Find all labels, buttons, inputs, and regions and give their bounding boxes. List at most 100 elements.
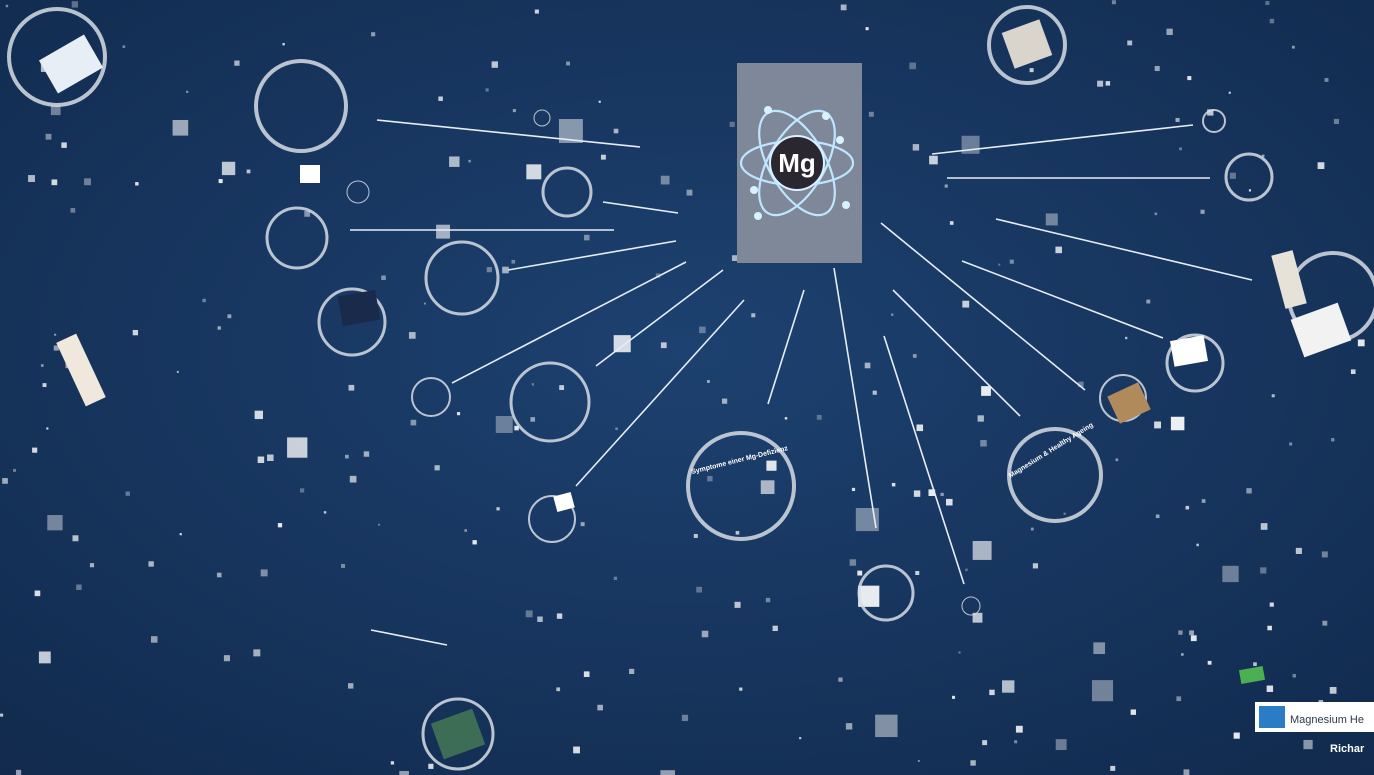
star (970, 760, 975, 765)
center-label: Mg (778, 148, 816, 178)
star (1176, 118, 1180, 122)
star (1146, 300, 1150, 304)
star (914, 490, 920, 496)
star (838, 678, 842, 682)
star (135, 182, 138, 185)
star (1127, 41, 1132, 46)
star (1116, 458, 1119, 461)
star (707, 380, 710, 383)
star (411, 420, 417, 426)
star (773, 626, 778, 631)
star (1270, 603, 1274, 607)
star (224, 655, 230, 661)
star (1202, 499, 1206, 503)
star (530, 417, 535, 422)
star (468, 160, 470, 162)
star (1179, 147, 1182, 150)
star (0, 714, 3, 717)
star (219, 179, 223, 183)
star (1184, 769, 1190, 775)
star (261, 569, 268, 576)
star (287, 437, 307, 457)
star (965, 569, 968, 572)
star (857, 571, 862, 576)
star (1155, 66, 1160, 71)
star (601, 155, 606, 160)
star (535, 10, 539, 14)
star (435, 465, 440, 470)
star (866, 27, 869, 30)
star (1176, 696, 1181, 701)
star (378, 524, 380, 526)
star (661, 176, 670, 185)
star (785, 417, 787, 419)
star (513, 109, 516, 112)
star (850, 559, 856, 565)
star (913, 144, 919, 150)
star (1181, 653, 1184, 656)
star (1351, 369, 1356, 374)
star (873, 391, 877, 395)
logo-text: Magnesium He (1290, 714, 1364, 726)
star (1230, 173, 1236, 179)
star (1325, 78, 1329, 82)
star (126, 492, 130, 496)
star (234, 61, 239, 66)
star (1292, 46, 1295, 49)
star (1106, 81, 1111, 86)
star (90, 563, 94, 567)
star (1155, 212, 1158, 215)
star (282, 43, 284, 45)
star (457, 412, 460, 415)
star (584, 235, 590, 241)
star (202, 299, 205, 302)
star (1125, 337, 1127, 339)
star (222, 162, 235, 175)
star (581, 522, 585, 526)
star (217, 326, 220, 329)
star (391, 761, 394, 764)
star (962, 301, 969, 308)
star (1303, 740, 1312, 749)
star (1112, 0, 1116, 4)
star (43, 383, 47, 387)
star (981, 386, 991, 396)
star (46, 427, 48, 429)
star (177, 371, 179, 373)
star (952, 696, 955, 699)
star (180, 533, 182, 535)
star (1272, 394, 1275, 397)
star (1097, 81, 1103, 87)
star (46, 134, 52, 140)
star (526, 610, 533, 617)
star (929, 156, 938, 165)
star (1249, 189, 1251, 191)
star (532, 383, 534, 385)
star (1191, 635, 1197, 641)
star (1293, 674, 1296, 677)
star (381, 275, 386, 280)
star (702, 631, 709, 638)
star (371, 32, 375, 36)
star (409, 332, 416, 339)
star (1296, 548, 1302, 554)
star (766, 461, 776, 471)
star (487, 267, 492, 272)
star (217, 573, 222, 578)
star (1261, 523, 1268, 530)
star (32, 448, 37, 453)
star (472, 540, 476, 544)
star (661, 342, 667, 348)
star (614, 335, 631, 352)
star (324, 511, 326, 513)
star (1010, 260, 1014, 264)
star (687, 190, 693, 196)
star (267, 454, 274, 461)
star (364, 451, 369, 456)
star (1166, 29, 1172, 35)
logo: Magnesium He (1255, 702, 1374, 732)
star (123, 45, 126, 48)
star (736, 531, 740, 535)
center-frame[interactable]: Mg (737, 63, 862, 263)
star (72, 535, 78, 541)
